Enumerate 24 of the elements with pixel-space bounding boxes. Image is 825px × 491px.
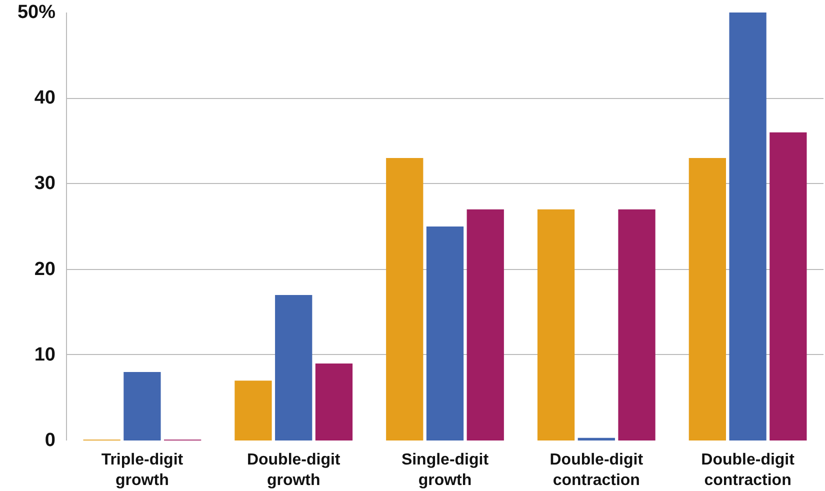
bar xyxy=(618,209,656,440)
bar xyxy=(275,294,312,440)
x-tick-label: Double-digit growth xyxy=(246,452,341,489)
x-tick-label: Single-digit growth xyxy=(401,452,490,489)
bar xyxy=(426,226,464,440)
bar xyxy=(124,372,161,440)
x-tick-label: Triple-digit growth xyxy=(101,452,184,489)
y-tick-label: 30 xyxy=(34,173,56,194)
bar xyxy=(234,380,272,440)
x-tick-label: Double-digit contraction xyxy=(701,452,796,489)
y-tick-label: 10 xyxy=(34,344,56,366)
bar xyxy=(466,209,504,440)
y-tick-label: 0 xyxy=(44,430,56,451)
y-tick-label: 40 xyxy=(34,88,56,109)
bar xyxy=(729,12,766,440)
bar xyxy=(315,363,353,440)
x-tick-label: Double-digit contraction xyxy=(550,452,644,489)
bar xyxy=(386,158,424,440)
bar xyxy=(537,209,575,440)
y-tick-label: 20 xyxy=(34,258,56,280)
bar xyxy=(578,438,615,440)
bar xyxy=(688,158,726,440)
y-tick-label: 50% xyxy=(17,2,56,23)
bar xyxy=(770,132,807,440)
